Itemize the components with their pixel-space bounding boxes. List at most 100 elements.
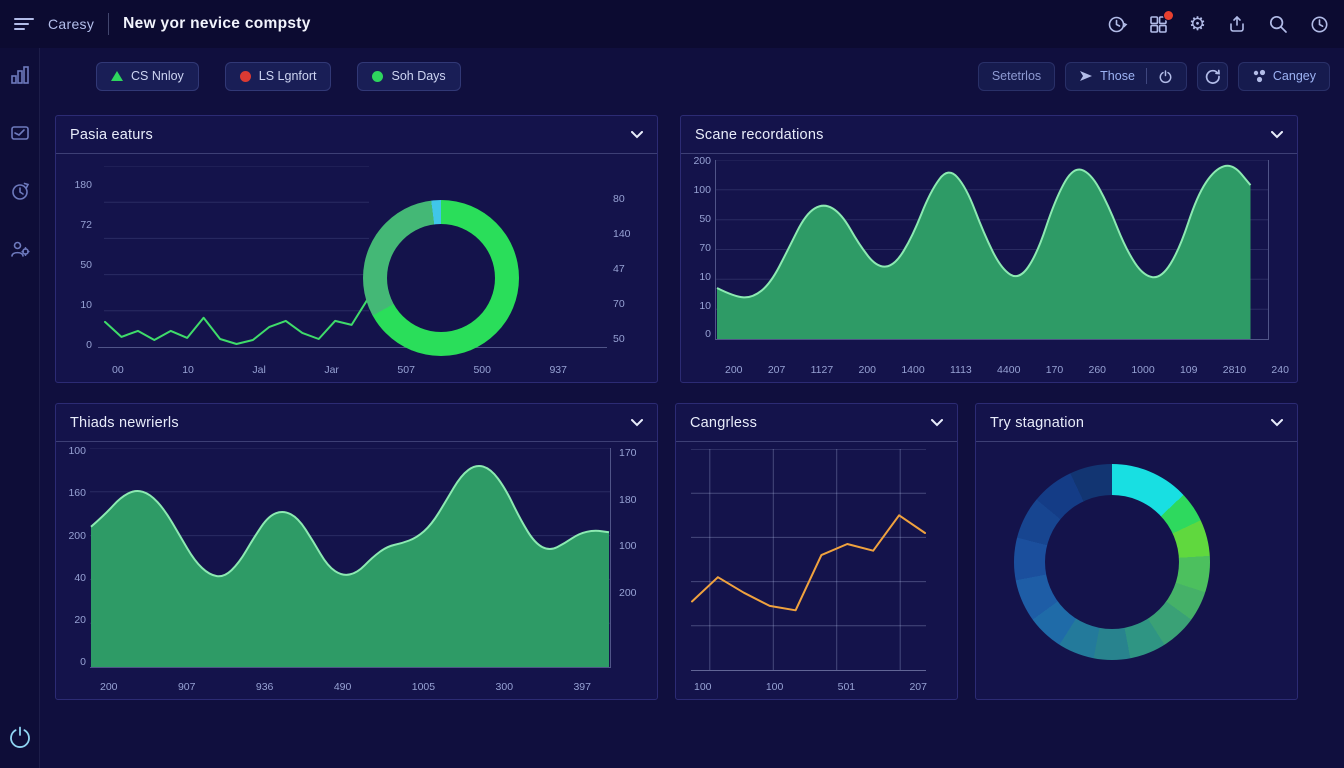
x-axis-labels: 00 10 Jal Jar 507 500 937 [112, 362, 567, 378]
tick-label: 140 [613, 227, 631, 240]
settings-icon[interactable]: ⚙ [1188, 13, 1206, 35]
tick-label: 0 [705, 328, 711, 341]
circle-marker-icon [239, 70, 251, 82]
charts-icon[interactable] [9, 64, 31, 86]
chevron-down-icon[interactable] [1271, 418, 1283, 427]
tick-label: 4400 [997, 363, 1021, 376]
setetrlos-button[interactable]: Setetrlos [977, 61, 1056, 91]
chip-label: LS Lgnfort [258, 69, 317, 83]
tick-label: 70 [613, 297, 625, 310]
menu-icon[interactable] [14, 17, 34, 32]
tick-label: 50 [613, 332, 625, 345]
send-arrow-icon [1079, 70, 1093, 82]
line-chart [104, 166, 369, 347]
tick-label: 200 [725, 363, 743, 376]
tick-label: 907 [177, 680, 196, 693]
brand[interactable]: Caresy [48, 16, 95, 32]
share-icon[interactable] [1227, 14, 1247, 34]
tick-label: 170 [619, 447, 637, 459]
x-axis-labels: 200 207 1127 200 1400 1113 4400 170 260 1000 109 28… [725, 362, 1289, 378]
tick-label: 501 [837, 680, 856, 693]
tick-label: 50 [699, 212, 711, 225]
tick-label: 500 [473, 363, 491, 376]
tick-label: 50 [80, 258, 92, 271]
search-icon[interactable] [1268, 14, 1288, 34]
y-axis-labels: 200 100 50 70 10 10 0 [685, 156, 711, 340]
tick-label: 200 [619, 586, 637, 599]
panel-header-dropdown[interactable]: Cangrless [676, 404, 957, 442]
chevron-down-icon[interactable] [631, 418, 643, 427]
tick-label: 10 [182, 363, 194, 376]
chip-label: CS Nnloy [131, 69, 184, 83]
panel-body: 200 100 50 70 10 10 0 200 207 1127 200 1400 1113 440… [681, 154, 1297, 382]
chip-soh-days[interactable]: Soh Days [357, 61, 461, 91]
power-icon[interactable] [1158, 69, 1173, 84]
chip-label: Soh Days [391, 69, 446, 83]
tick-label: 180 [74, 179, 92, 191]
tick-label: 160 [68, 487, 86, 500]
tick-label: 207 [909, 680, 927, 693]
y-axis-labels: 100 160 200 40 20 0 [60, 446, 86, 668]
cluster-icon [1252, 69, 1266, 83]
messages-icon[interactable] [9, 122, 31, 144]
clock-icon[interactable] [1309, 14, 1330, 35]
tick-label: 180 [619, 493, 637, 506]
tick-label: 1005 [411, 680, 436, 693]
filter-chips: CS Nnloy LS Lgnfort Soh Days [96, 61, 461, 91]
panel-header-dropdown[interactable]: Pasia eaturs [56, 116, 657, 154]
tick-label: 207 [767, 363, 786, 376]
notification-badge [1163, 10, 1173, 20]
panel-title: Thiads newrierls [70, 414, 179, 431]
tick-label: 00 [112, 363, 124, 376]
cangey-button[interactable]: Cangey [1237, 61, 1330, 91]
tick-label: 2810 [1222, 363, 1247, 376]
sidebar [0, 48, 40, 768]
history-icon[interactable] [9, 180, 31, 202]
panel-title: Try stagnation [990, 414, 1085, 431]
tick-label: 300 [495, 680, 514, 693]
panel-scane-recordations: Scane recordations 200 100 50 70 10 10 0 200 20… [680, 115, 1298, 383]
tick-label: Jar [324, 363, 339, 376]
tick-label: 240 [1271, 363, 1289, 376]
refresh-icon [1204, 68, 1221, 85]
tick-label: 936 [255, 680, 274, 693]
tick-label: 397 [573, 680, 591, 693]
donut-chart [363, 200, 519, 356]
tick-label: 1113 [949, 363, 972, 376]
those-button[interactable]: Those [1065, 61, 1187, 91]
refresh-button[interactable] [1196, 61, 1228, 91]
chevron-down-icon[interactable] [931, 418, 943, 427]
circle-marker-icon [372, 70, 384, 82]
chip-ls-lgnfort[interactable]: LS Lgnfort [224, 61, 332, 91]
x-axis-labels: 100 100 501 207 [694, 679, 927, 695]
those-label: Those [1100, 69, 1135, 83]
history-icon[interactable] [1107, 14, 1128, 35]
tick-label: 109 [1179, 363, 1198, 376]
panel-title: Pasia eaturs [70, 126, 153, 143]
panel-body: 100 100 501 207 [676, 442, 957, 699]
preferences-icon[interactable] [9, 238, 31, 260]
power-icon[interactable] [7, 724, 33, 750]
chip-cs-nnloy[interactable]: CS Nnloy [96, 61, 199, 91]
chevron-down-icon[interactable] [1271, 130, 1283, 139]
topbar-left: Caresy New yor nevice compsty [14, 13, 311, 35]
area-chart [715, 160, 1269, 340]
tick-label: 10 [699, 270, 711, 283]
chevron-down-icon[interactable] [631, 130, 643, 139]
tick-label: 10 [80, 298, 92, 311]
panel-header-dropdown[interactable]: Scane recordations [681, 116, 1297, 154]
panel-header-dropdown[interactable]: Thiads newrierls [56, 404, 657, 442]
panel-try-stagnation: Try stagnation [975, 403, 1298, 700]
tick-label: 260 [1088, 363, 1107, 376]
toolbar-actions: Setetrlos Those C [977, 61, 1330, 91]
panel-header-dropdown[interactable]: Try stagnation [976, 404, 1297, 442]
tick-label: 0 [86, 338, 92, 351]
panel-thiads-newrierls: Thiads newrierls 100 160 200 40 20 0 170 180 10… [55, 403, 658, 700]
divider [1145, 68, 1147, 84]
tick-label: 70 [699, 241, 711, 254]
page-title: New yor nevice compsty [123, 15, 311, 32]
tick-label: 80 [613, 193, 625, 205]
apps-icon[interactable] [1149, 10, 1173, 34]
line-chart [691, 449, 926, 671]
